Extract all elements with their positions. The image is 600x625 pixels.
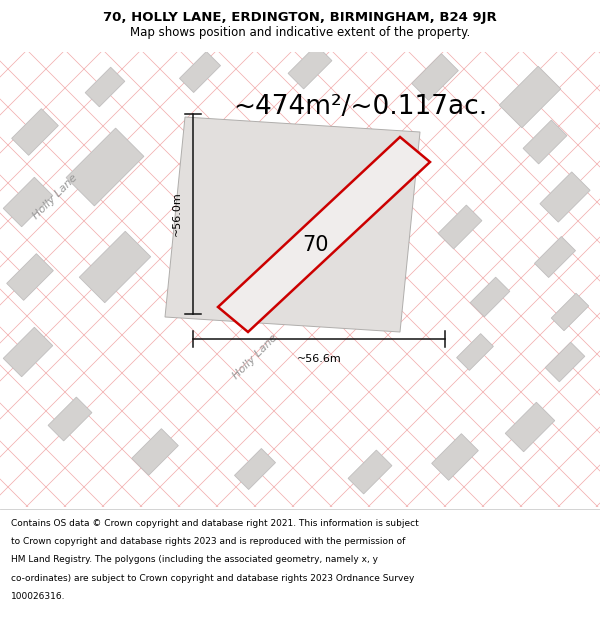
Polygon shape bbox=[499, 66, 561, 128]
Text: 70: 70 bbox=[302, 235, 328, 255]
Polygon shape bbox=[551, 293, 589, 331]
Polygon shape bbox=[438, 205, 482, 249]
Polygon shape bbox=[48, 397, 92, 441]
Polygon shape bbox=[194, 241, 226, 273]
Polygon shape bbox=[266, 222, 304, 261]
Text: Contains OS data © Crown copyright and database right 2021. This information is : Contains OS data © Crown copyright and d… bbox=[11, 519, 419, 528]
Text: ~56.6m: ~56.6m bbox=[296, 354, 341, 364]
Polygon shape bbox=[348, 450, 392, 494]
Polygon shape bbox=[79, 231, 151, 302]
Text: Map shows position and indicative extent of the property.: Map shows position and indicative extent… bbox=[130, 26, 470, 39]
Polygon shape bbox=[179, 51, 221, 92]
Polygon shape bbox=[412, 54, 458, 101]
Text: HM Land Registry. The polygons (including the associated geometry, namely x, y: HM Land Registry. The polygons (includin… bbox=[11, 556, 378, 564]
Polygon shape bbox=[218, 137, 430, 332]
Polygon shape bbox=[470, 278, 510, 317]
Polygon shape bbox=[11, 109, 58, 156]
Polygon shape bbox=[535, 236, 575, 278]
Polygon shape bbox=[505, 402, 555, 452]
Polygon shape bbox=[540, 172, 590, 222]
Polygon shape bbox=[85, 68, 125, 107]
Polygon shape bbox=[66, 128, 144, 206]
Polygon shape bbox=[288, 45, 332, 89]
Text: Holly Lane: Holly Lane bbox=[231, 332, 279, 381]
Text: 70, HOLLY LANE, ERDINGTON, BIRMINGHAM, B24 9JR: 70, HOLLY LANE, ERDINGTON, BIRMINGHAM, B… bbox=[103, 11, 497, 24]
Polygon shape bbox=[131, 429, 178, 476]
Polygon shape bbox=[165, 117, 420, 332]
Text: ~474m²/~0.117ac.: ~474m²/~0.117ac. bbox=[233, 94, 487, 120]
Polygon shape bbox=[341, 149, 379, 186]
Text: co-ordinates) are subject to Crown copyright and database rights 2023 Ordnance S: co-ordinates) are subject to Crown copyr… bbox=[11, 574, 414, 582]
Polygon shape bbox=[223, 174, 257, 209]
Polygon shape bbox=[545, 342, 585, 382]
Polygon shape bbox=[3, 328, 53, 377]
Polygon shape bbox=[457, 334, 493, 371]
Polygon shape bbox=[3, 177, 53, 227]
Text: ~56.0m: ~56.0m bbox=[172, 192, 182, 236]
Polygon shape bbox=[523, 120, 567, 164]
Polygon shape bbox=[431, 434, 478, 481]
Polygon shape bbox=[235, 449, 275, 489]
Text: Holly Lane: Holly Lane bbox=[31, 173, 79, 221]
Text: 100026316.: 100026316. bbox=[11, 592, 65, 601]
Polygon shape bbox=[7, 254, 53, 301]
Text: to Crown copyright and database rights 2023 and is reproduced with the permissio: to Crown copyright and database rights 2… bbox=[11, 537, 405, 546]
